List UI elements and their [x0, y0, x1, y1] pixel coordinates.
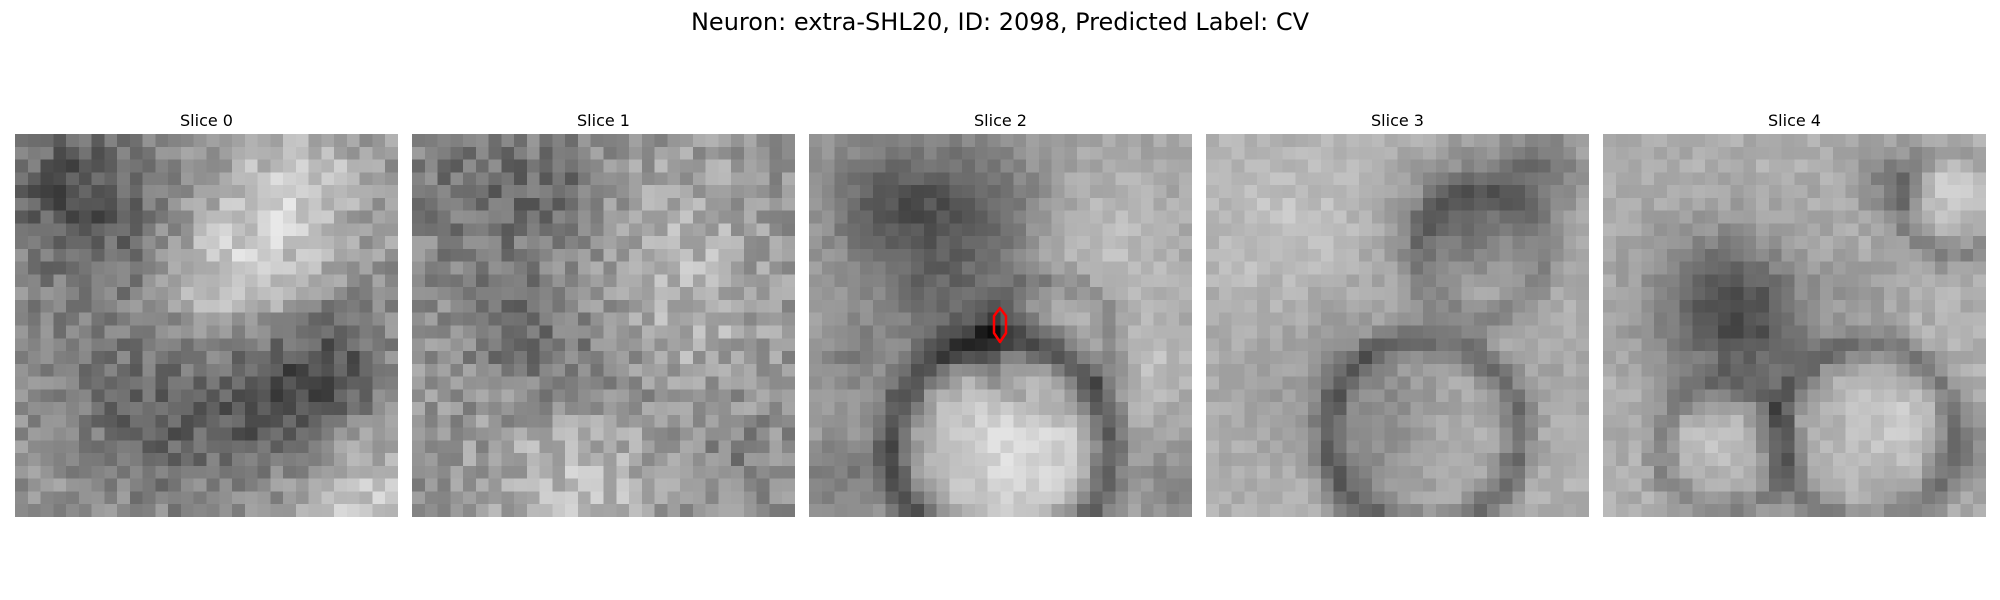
slice-title-0: Slice 0 [180, 111, 233, 130]
figure-title: Neuron: extra-SHL20, ID: 2098, Predicted… [690, 8, 1310, 36]
slice-image-1 [412, 134, 795, 517]
slice-panel-2: Slice 2 [809, 108, 1192, 517]
slice-image-0 [15, 134, 398, 517]
slice-panel-1: Slice 1 [412, 108, 795, 517]
slice-title-1: Slice 1 [577, 111, 630, 130]
slice-title-2: Slice 2 [974, 111, 1027, 130]
slice-title-4: Slice 4 [1768, 111, 1821, 130]
slice-image-4 [1603, 134, 1986, 517]
slice-panel-0: Slice 0 [15, 108, 398, 517]
slice-panel-3: Slice 3 [1206, 108, 1589, 517]
slice-panel-4: Slice 4 [1603, 108, 1986, 517]
slice-title-3: Slice 3 [1371, 111, 1424, 130]
slice-image-2 [809, 134, 1192, 517]
slice-image-3 [1206, 134, 1589, 517]
